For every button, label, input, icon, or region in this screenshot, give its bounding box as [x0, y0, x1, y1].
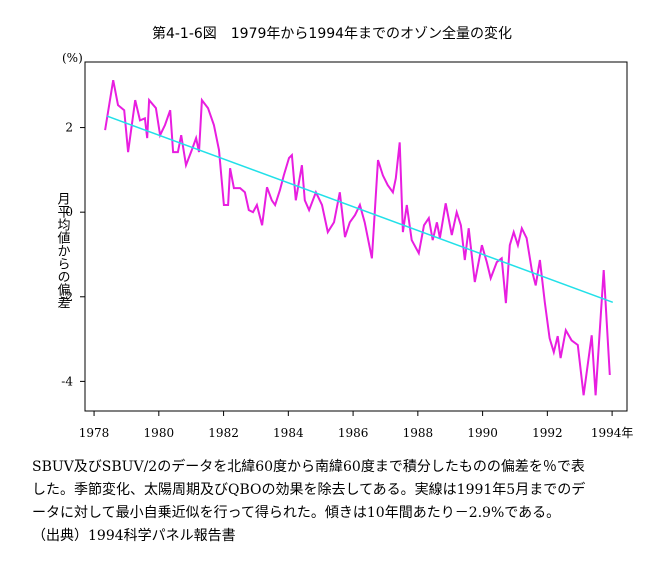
caption-line: （出典）1994科学パネル報告書: [32, 528, 236, 544]
y-tick-label: -4: [61, 374, 73, 388]
x-tick-label: 1988: [403, 426, 434, 440]
chart: 第4-1-6図 1979年から1994年までのオゾン全量の変化 (%) 月平均値…: [55, 25, 634, 440]
y-tick-label: -2: [61, 290, 73, 304]
y-tick-label: 2: [65, 121, 73, 135]
x-tick-label: 1982: [208, 426, 239, 440]
x-tick-label: 1992: [532, 426, 563, 440]
trend-line: [106, 115, 614, 304]
caption-line: ータに対して最小自乗近似を行って得られた。傾きは10年間あたり－2.9%である。: [32, 505, 561, 521]
y-tick-label: 0: [65, 205, 73, 219]
x-tick-label: 1980: [144, 426, 175, 440]
plot-frame: [84, 61, 628, 412]
x-tick-label: 1984: [273, 426, 304, 440]
chart-title: 第4-1-6図 1979年から1994年までのオゾン全量の変化: [152, 25, 512, 42]
caption-line: SBUV及びSBUV/2のデータを北緯60度から南緯60度まで積分したものの偏差…: [32, 459, 585, 475]
y-unit: (%): [62, 51, 83, 65]
x-tick-label: 1986: [338, 426, 369, 440]
y-axis-label: 月平均値からの偏差: [55, 192, 71, 309]
caption-line: した。季節変化、太陽周期及びQBOの効果を除去してある。実線は1991年5月まで…: [32, 482, 586, 498]
x-tick-label: 1978: [79, 426, 110, 440]
x-tick-label: 1994年: [591, 426, 634, 440]
data-line: [104, 80, 611, 396]
x-tick-label: 1990: [467, 426, 498, 440]
